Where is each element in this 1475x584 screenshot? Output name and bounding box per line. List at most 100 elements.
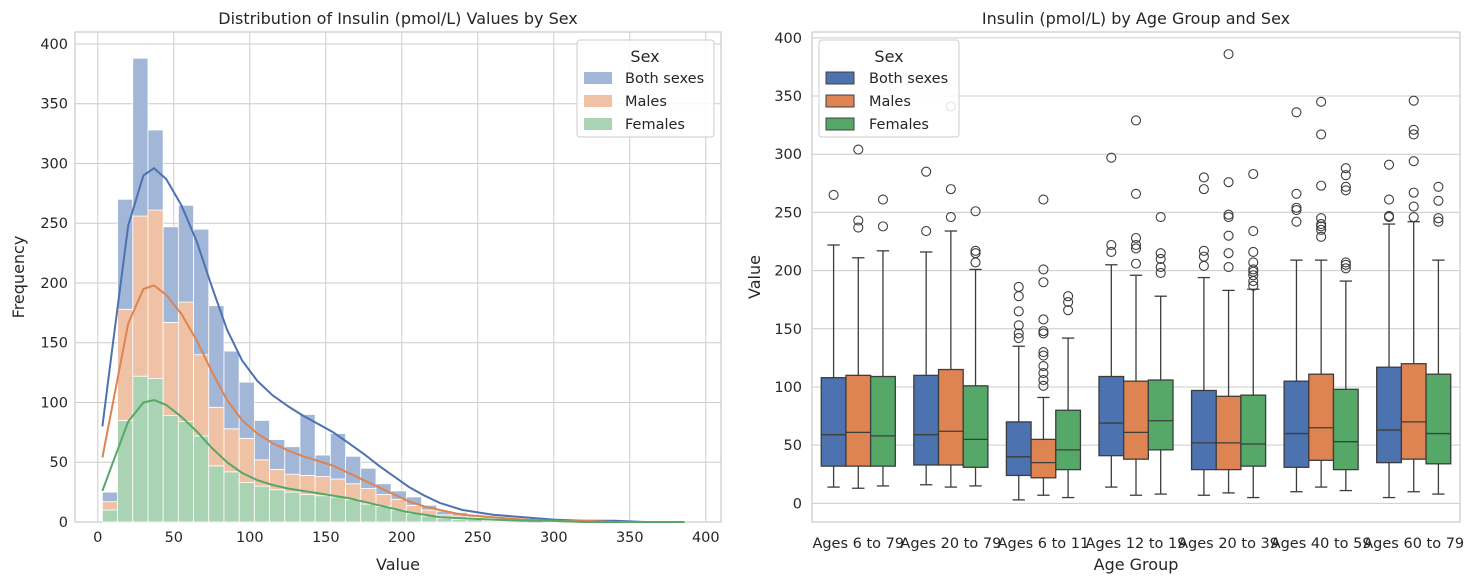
histogram-title: Distribution of Insulin (pmol/L) Values … — [218, 9, 578, 28]
histogram-bar-females-15 — [330, 497, 345, 522]
boxplot-x-tick-ages-20-to-39: Ages 20 to 39 — [1178, 536, 1279, 552]
histogram-bar-males-16 — [346, 484, 361, 500]
histogram-x-tick-150: 150 — [312, 530, 340, 546]
boxplot-y-tick-100: 100 — [774, 380, 802, 396]
boxplot-legend-swatch-females — [826, 118, 854, 130]
histogram-bar-females-10 — [254, 486, 269, 522]
boxplot-ages-40-to-59-males-box — [1309, 374, 1334, 460]
boxplot-legend-swatch-males — [826, 95, 854, 107]
boxplot-y-tick-300: 300 — [774, 147, 802, 163]
histogram-bar-females-7 — [209, 466, 224, 522]
boxplot-ages-20-to-39-both-sexes-box — [1192, 390, 1217, 469]
boxplot-ages-60-to-79-both-sexes-box — [1377, 367, 1402, 462]
boxplot-ages-20-to-79-males-box — [939, 370, 964, 465]
histogram-bar-both-sexes-14 — [315, 455, 330, 477]
histogram-y-label: Frequency — [9, 236, 28, 319]
histogram-y-tick-100: 100 — [40, 395, 68, 411]
histogram-bar-females-9 — [239, 483, 254, 522]
histogram-legend-swatch-males — [584, 95, 612, 107]
histogram-bar-males-4 — [163, 322, 178, 415]
boxplot-ages-6-to-11-both-sexes-box — [1006, 422, 1031, 476]
boxplot-ages-20-to-39-males-box — [1216, 396, 1241, 469]
boxplot-x-tick-ages-60-to-79: Ages 60 to 79 — [1363, 536, 1464, 552]
histogram-bar-females-22 — [437, 518, 452, 522]
histogram-bar-males-15 — [330, 479, 345, 497]
histogram-x-tick-400: 400 — [692, 530, 720, 546]
boxplot-y-tick-150: 150 — [774, 322, 802, 338]
histogram-y-ticks: 050100150200250300350400 — [40, 37, 68, 531]
boxplot-ages-20-to-79-females-box — [963, 386, 988, 467]
histogram-y-tick-50: 50 — [50, 455, 68, 471]
histogram-bar-females-13 — [300, 495, 315, 522]
histogram-bar-females-14 — [315, 496, 330, 522]
histogram-legend: Sex Both sexes Males Females — [577, 40, 714, 137]
histogram-bar-both-sexes-8 — [224, 351, 239, 429]
boxplot-ages-6-to-79-females-box — [871, 377, 896, 467]
histogram-bar-both-sexes-16 — [346, 456, 361, 483]
histogram-x-tick-0: 0 — [93, 530, 102, 546]
histogram-legend-title: Sex — [630, 47, 659, 66]
boxplot-legend-title: Sex — [874, 47, 903, 66]
histogram-legend-label-females: Females — [625, 117, 685, 133]
histogram-bar-females-2 — [133, 376, 148, 522]
histogram-bar-females-4 — [163, 416, 178, 522]
histogram-x-tick-50: 50 — [165, 530, 183, 546]
histogram-y-tick-150: 150 — [40, 336, 68, 352]
boxplot-legend-label-females: Females — [869, 117, 929, 133]
histogram-bar-both-sexes-0 — [102, 492, 117, 502]
histogram-bar-both-sexes-2 — [133, 58, 148, 216]
boxplot-ages-12-to-19-males-box — [1124, 381, 1149, 459]
boxplot-ages-6-to-11-males-box — [1031, 439, 1056, 477]
histogram-bar-both-sexes-13 — [300, 414, 315, 475]
histogram-bar-females-12 — [285, 492, 300, 522]
boxplot-ages-60-to-79-females-box — [1426, 374, 1451, 464]
histogram-bar-males-3 — [148, 210, 163, 379]
histogram-x-tick-300: 300 — [540, 530, 568, 546]
boxplot-x-tick-ages-12-to-19: Ages 12 to 19 — [1086, 536, 1187, 552]
histogram-x-tick-350: 350 — [616, 530, 644, 546]
boxplot-y-label: Value — [745, 255, 764, 299]
histogram-x-tick-200: 200 — [388, 530, 416, 546]
boxplot-y-tick-400: 400 — [774, 31, 802, 47]
histogram-bar-females-16 — [346, 499, 361, 522]
boxplot-title: Insulin (pmol/L) by Age Group and Sex — [982, 9, 1290, 28]
histogram-legend-swatch-both — [584, 72, 612, 84]
boxplot-ages-20-to-39-females-box — [1241, 395, 1266, 466]
boxplot-x-label: Age Group — [1094, 555, 1179, 574]
histogram-y-tick-350: 350 — [40, 97, 68, 113]
boxplot-ages-6-to-79-both-sexes-box — [821, 378, 846, 466]
histogram-y-tick-400: 400 — [40, 37, 68, 53]
histogram-y-tick-300: 300 — [40, 156, 68, 172]
boxplot-x-tick-ages-40-to-59: Ages 40 to 59 — [1271, 536, 1372, 552]
histogram-bar-males-0 — [102, 502, 117, 510]
boxplot-ages-20-to-79-both-sexes-box — [914, 375, 939, 465]
boxplot-legend-swatch-both — [826, 72, 854, 84]
histogram-x-tick-250: 250 — [464, 530, 492, 546]
histogram-bar-females-6 — [194, 436, 209, 522]
boxplot-legend-label-both: Both sexes — [869, 71, 948, 87]
histogram-legend-label-both: Both sexes — [625, 71, 704, 87]
boxplot-y-tick-350: 350 — [774, 89, 802, 105]
histogram-x-label: Value — [376, 555, 420, 574]
boxplot-y-tick-250: 250 — [774, 205, 802, 221]
boxplot-legend-label-males: Males — [869, 94, 911, 110]
histogram-y-tick-0: 0 — [59, 515, 68, 531]
boxplot-y-tick-50: 50 — [784, 438, 802, 454]
histogram-bar-females-18 — [376, 506, 391, 522]
boxplot-ages-40-to-59-females-box — [1333, 389, 1358, 469]
histogram-legend-label-males: Males — [625, 94, 667, 110]
histogram-y-tick-250: 250 — [40, 216, 68, 232]
histogram-bar-females-17 — [361, 504, 376, 522]
boxplot-x-tick-ages-6-to-11: Ages 6 to 11 — [998, 536, 1090, 552]
boxplot-x-tick-ages-6-to-79: Ages 6 to 79 — [812, 536, 904, 552]
boxplot-ages-40-to-59-both-sexes-box — [1284, 381, 1309, 467]
histogram-x-tick-100: 100 — [236, 530, 264, 546]
histogram-bar-females-5 — [178, 422, 193, 522]
histogram-bar-males-6 — [194, 355, 209, 436]
histogram-bar-females-8 — [224, 472, 239, 522]
boxplot-x-ticks: Ages 6 to 79Ages 20 to 79Ages 6 to 11Age… — [812, 536, 1464, 552]
histogram-bar-both-sexes-11 — [270, 440, 285, 470]
boxplot-x-tick-ages-20-to-79: Ages 20 to 79 — [900, 536, 1001, 552]
boxplot-y-tick-0: 0 — [793, 496, 802, 512]
